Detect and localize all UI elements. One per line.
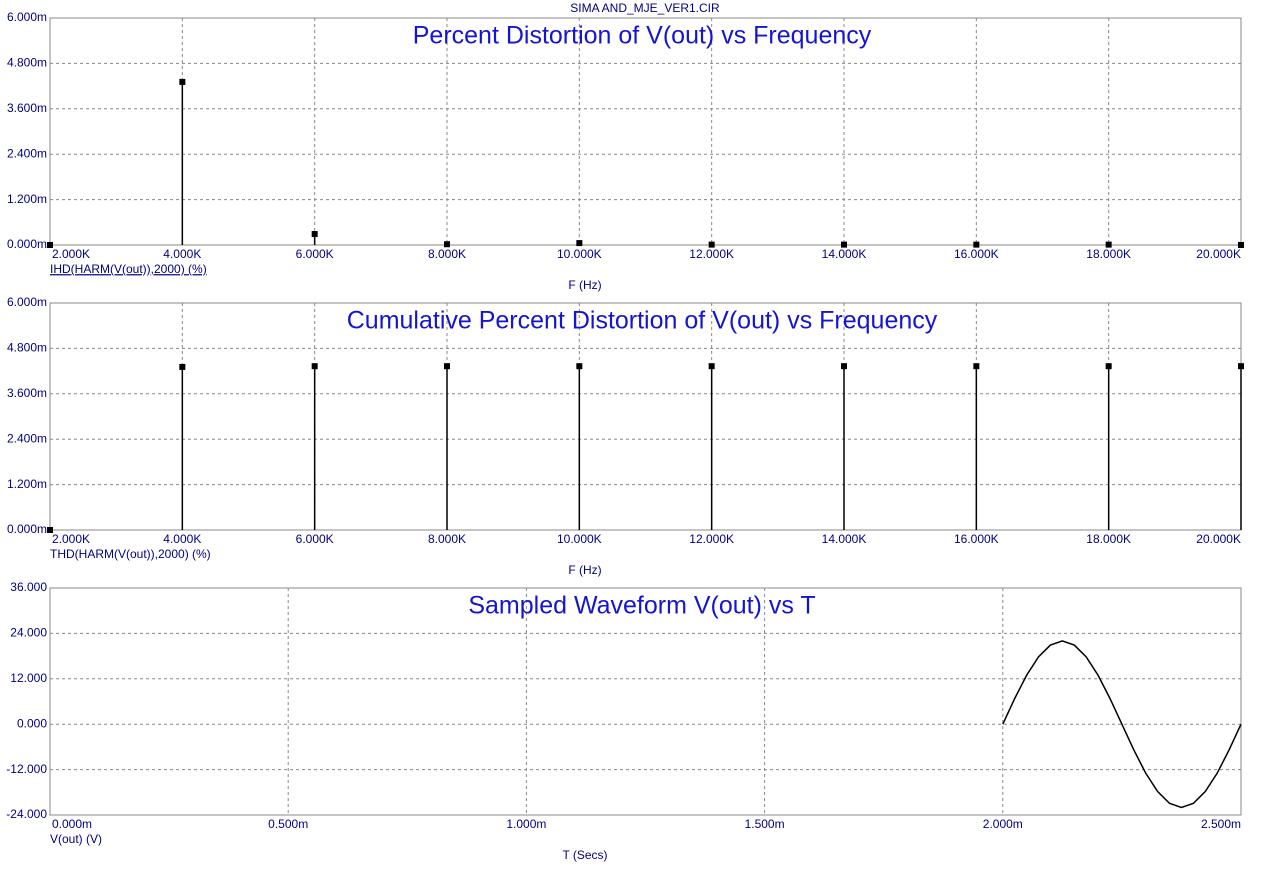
stem-marker (1105, 363, 1112, 370)
x-axis-label: F (Hz) (568, 563, 601, 577)
legend-entry: V(out) (V) (50, 832, 102, 846)
y-tick-label: 0.000 (17, 716, 47, 730)
y-tick-label: 1.200m (7, 477, 47, 491)
stem-marker (708, 363, 715, 370)
y-tick-label: -12.000 (6, 762, 47, 776)
x-tick-label: 2.000K (52, 532, 90, 546)
x-tick-label: 4.000K (163, 532, 201, 546)
x-tick-label: 4.000K (163, 247, 201, 261)
y-tick-label: 0.000m (7, 237, 47, 251)
y-tick-label: -24.000 (6, 807, 47, 821)
y-tick-label: 3.600m (7, 386, 47, 400)
x-tick-label: 12.000K (689, 247, 734, 261)
y-tick-label: 24.000 (10, 626, 47, 640)
x-tick-label: 10.000K (557, 532, 602, 546)
stem-marker (311, 363, 318, 370)
chart-title: Percent Distortion of V(out) vs Frequenc… (413, 22, 872, 50)
page-title: SIMA AND_MJE_VER1.CIR (570, 1, 720, 15)
x-tick-label: 8.000K (428, 532, 466, 546)
x-tick-label: 0.500m (268, 817, 308, 831)
y-tick-label: 36.000 (10, 580, 47, 594)
stem-marker (1238, 242, 1244, 248)
stem-marker (444, 241, 450, 248)
y-tick-label: 12.000 (10, 671, 47, 685)
legend-entry: IHD(HARM(V(out)),2000) (%) (50, 262, 207, 276)
stem-marker (576, 240, 583, 247)
x-tick-label: 6.000K (296, 532, 334, 546)
x-tick-label: 16.000K (954, 247, 999, 261)
x-tick-label: 1.000m (506, 817, 546, 831)
x-tick-label: 18.000K (1086, 532, 1131, 546)
y-tick-label: 2.400m (7, 146, 47, 160)
legend-entry: THD(HARM(V(out)),2000) (%) (50, 547, 211, 561)
stem-marker (576, 363, 583, 370)
x-tick-label: 0.000m (52, 817, 92, 831)
y-tick-label: 1.200m (7, 192, 47, 206)
stem-marker (708, 241, 715, 248)
stem-marker (1238, 363, 1244, 370)
stem-marker (841, 363, 847, 370)
y-tick-label: 4.800m (7, 341, 47, 355)
x-axis-label: T (Secs) (562, 848, 607, 862)
x-tick-label: 2.500m (1201, 817, 1241, 831)
y-tick-label: 6.000m (7, 295, 47, 309)
stem-marker (47, 242, 53, 248)
stem-marker (973, 363, 980, 370)
y-tick-label: 4.800m (7, 56, 47, 70)
chart-title: Cumulative Percent Distortion of V(out) … (347, 307, 938, 335)
y-tick-label: 6.000m (7, 10, 47, 24)
x-tick-label: 1.500m (745, 817, 785, 831)
x-tick-label: 2.000m (983, 817, 1023, 831)
x-tick-label: 20.000K (1196, 247, 1241, 261)
stem-marker (179, 363, 186, 370)
stem-marker (973, 241, 980, 248)
x-tick-label: 14.000K (822, 247, 867, 261)
x-axis-label: F (Hz) (568, 278, 601, 292)
stem-marker (47, 527, 53, 533)
x-tick-label: 14.000K (822, 532, 867, 546)
x-tick-label: 12.000K (689, 532, 734, 546)
x-tick-label: 6.000K (296, 247, 334, 261)
stem-marker (311, 231, 318, 238)
stem-marker (444, 363, 450, 370)
y-tick-label: 0.000m (7, 522, 47, 536)
line (1002, 640, 1242, 809)
x-tick-label: 18.000K (1086, 247, 1131, 261)
chart-title: Sampled Waveform V(out) vs T (468, 592, 815, 620)
x-tick-label: 10.000K (557, 247, 602, 261)
stem-marker (841, 241, 847, 248)
x-tick-label: 2.000K (52, 247, 90, 261)
stem-marker (179, 78, 186, 85)
x-tick-label: 16.000K (954, 532, 999, 546)
x-tick-label: 8.000K (428, 247, 466, 261)
x-tick-label: 20.000K (1196, 532, 1241, 546)
stem-marker (1105, 241, 1112, 248)
y-tick-label: 2.400m (7, 431, 47, 445)
y-tick-label: 3.600m (7, 101, 47, 115)
